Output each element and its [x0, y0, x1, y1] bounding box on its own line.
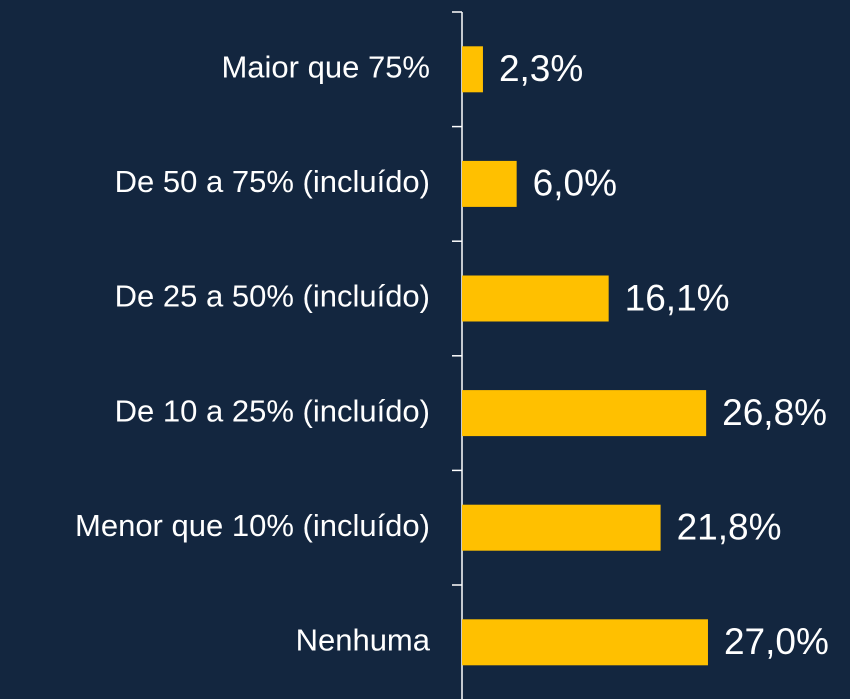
value-label: 21,8% — [677, 506, 782, 547]
category-label: De 10 a 25% (incluído) — [115, 393, 430, 428]
bar — [462, 160, 517, 207]
bar — [462, 619, 708, 666]
bar — [462, 275, 609, 322]
value-label: 26,8% — [722, 392, 827, 433]
value-label: 16,1% — [625, 277, 730, 318]
category-label: Maior que 75% — [221, 49, 430, 84]
bar — [462, 46, 483, 93]
category-label: De 50 a 75% (incluído) — [115, 164, 430, 199]
value-label: 27,0% — [724, 621, 829, 662]
value-label: 2,3% — [499, 48, 583, 89]
category-label: Menor que 10% (incluído) — [75, 508, 430, 543]
bar — [462, 390, 707, 437]
category-label: Nenhuma — [296, 622, 431, 657]
category-label: De 25 a 50% (incluído) — [115, 279, 430, 314]
bar — [462, 504, 661, 551]
value-label: 6,0% — [533, 163, 617, 204]
